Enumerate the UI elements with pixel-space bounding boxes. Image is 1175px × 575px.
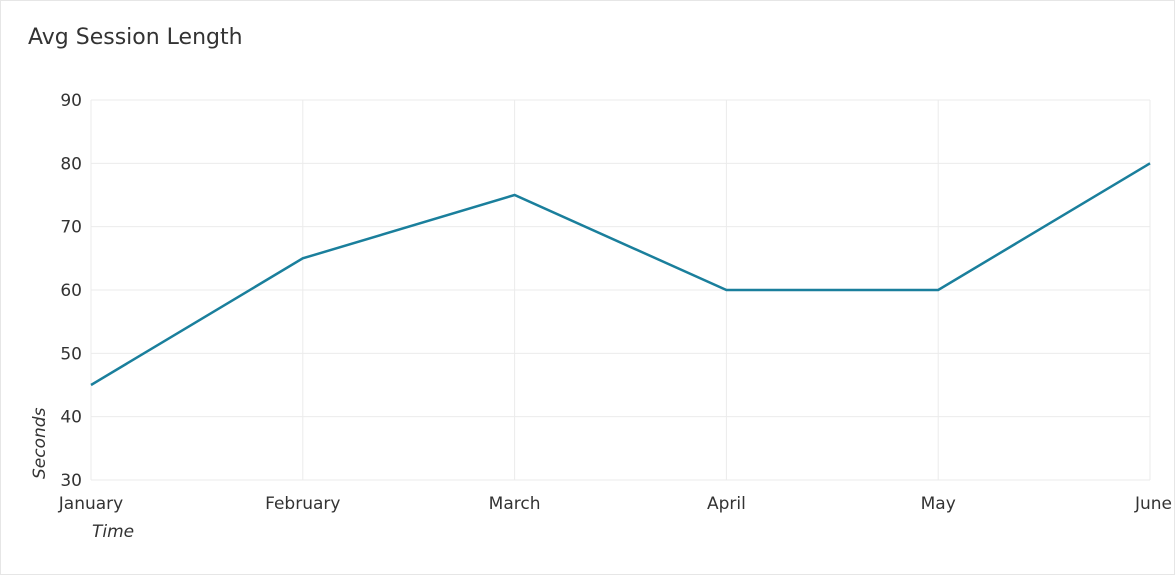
x-axis-ticks: January February March April May June bbox=[58, 494, 1172, 514]
x-tick-label: June bbox=[1134, 494, 1172, 514]
x-tick-label: March bbox=[489, 494, 541, 514]
y-tick-label: 70 bbox=[60, 218, 82, 238]
x-tick-label: January bbox=[58, 494, 123, 514]
series-layer bbox=[90, 162, 1151, 387]
y-axis-title: Seconds bbox=[30, 407, 50, 479]
y-tick-label: 90 bbox=[60, 91, 82, 111]
y-tick-label: 80 bbox=[60, 154, 82, 174]
x-tick-label: April bbox=[707, 494, 746, 514]
y-tick-label: 50 bbox=[60, 344, 82, 364]
series-line bbox=[90, 162, 1151, 387]
x-tick-label: February bbox=[265, 494, 340, 514]
y-tick-label: 30 bbox=[60, 471, 82, 491]
y-axis-ticks: 30 40 50 60 70 80 90 bbox=[60, 91, 82, 491]
y-tick-label: 60 bbox=[60, 281, 82, 301]
y-tick-label: 40 bbox=[60, 408, 82, 428]
x-axis-title: Time bbox=[92, 522, 134, 542]
chart-title: Avg Session Length bbox=[28, 25, 243, 50]
x-tick-label: May bbox=[921, 494, 956, 514]
